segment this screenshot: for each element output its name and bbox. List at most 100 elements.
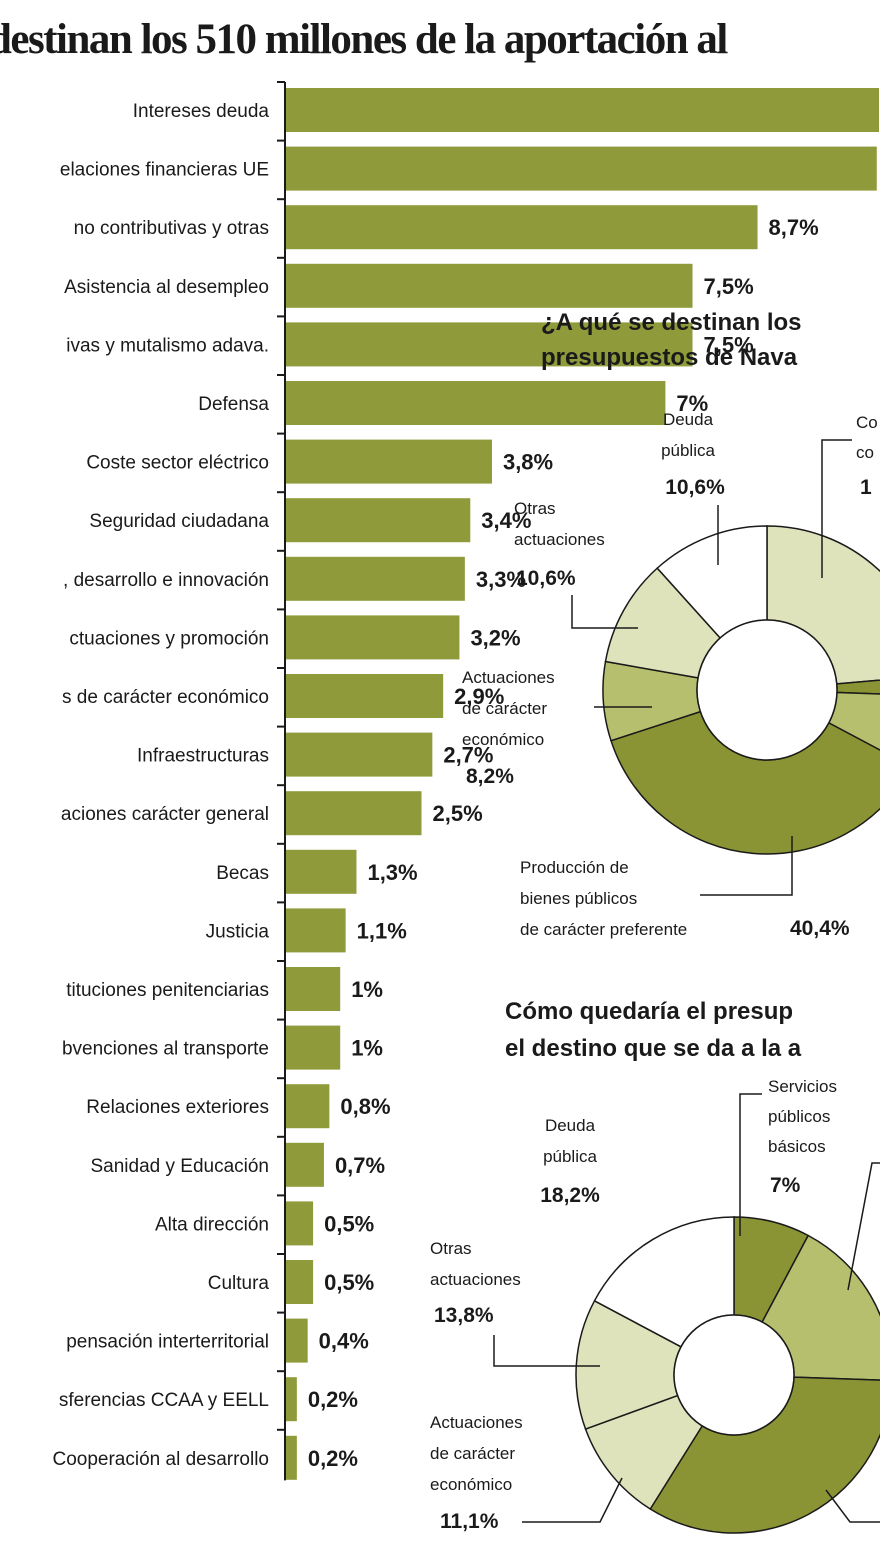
bar — [286, 1025, 341, 1070]
bar-category-label: , desarrollo e innovación — [63, 570, 269, 591]
bar-value-label: 8,7% — [769, 215, 819, 240]
donut-title: Cómo quedaría el presup — [505, 998, 793, 1025]
slice-label: pública — [543, 1147, 597, 1166]
bar — [286, 205, 758, 250]
slice-label: actuaciones — [514, 530, 605, 549]
bar-category-label: Alta dirección — [155, 1214, 269, 1235]
bar-value-label: 1,3% — [367, 860, 417, 885]
bar — [286, 967, 341, 1011]
bar — [286, 1435, 297, 1480]
bar-value-label: 1% — [351, 1036, 383, 1061]
leader-line — [700, 836, 793, 896]
bar-value-label: 0,2% — [308, 1387, 358, 1412]
slice-label: Servicios — [768, 1077, 837, 1096]
bar-category-label: Justicia — [206, 921, 270, 942]
headline: destinan los 510 millones de la aportaci… — [0, 16, 728, 63]
bar-value-label: 1,1% — [357, 918, 407, 943]
bar-value-label: 2,9% — [454, 684, 504, 709]
bar-value-label: 3,3% — [476, 567, 526, 592]
bar — [286, 1318, 308, 1363]
slice-label: Deuda — [663, 410, 714, 429]
slice-label: co — [856, 443, 874, 462]
bar-category-label: tituciones penitenciarias — [66, 980, 269, 1001]
slice-label: económico — [430, 1475, 512, 1494]
leader-line — [522, 1477, 623, 1523]
slice-label: Co — [856, 413, 878, 432]
bar-category-label: Coste sector eléctrico — [86, 453, 269, 474]
bar-value-label: 2,5% — [433, 801, 483, 826]
bar-value-label: 2,7% — [443, 743, 493, 768]
bar-value-label: 0,4% — [319, 1329, 369, 1354]
bar — [286, 1377, 297, 1422]
slice-value: 7% — [770, 1174, 801, 1197]
bar-category-label: Defensa — [198, 394, 269, 415]
slice-label: Actuaciones — [430, 1413, 523, 1432]
bar-value-label: 7,5% — [704, 332, 754, 357]
bar-value-label: 1% — [351, 977, 383, 1002]
bar-category-label: Seguridad ciudadana — [89, 511, 269, 532]
leader-line — [571, 595, 638, 629]
bar-category-label: sferencias CCAA y EELL — [59, 1390, 269, 1411]
bar-category-label: no contributivas y otras — [74, 218, 269, 239]
bar — [286, 908, 346, 953]
bar — [286, 146, 877, 191]
bar-category-label: aciones carácter general — [61, 804, 269, 825]
bar-category-label: Cultura — [208, 1273, 270, 1294]
slice-value: 13,8% — [434, 1304, 494, 1327]
bar — [286, 674, 444, 718]
slice-label: bienes públicos — [520, 889, 637, 908]
slice-label: de carácter preferente — [520, 920, 687, 939]
bar — [286, 1201, 314, 1246]
bar-category-label: Cooperación al desarrollo — [52, 1449, 269, 1470]
slice-label: económico — [462, 730, 544, 749]
slice-value: 10,6% — [516, 567, 576, 590]
slice-label: actuaciones — [430, 1270, 521, 1289]
slice-label: Deuda — [545, 1116, 596, 1135]
bar-category-label: Intereses deuda — [133, 101, 270, 122]
slice-label: públicos — [768, 1107, 830, 1126]
bar — [286, 849, 357, 894]
bar-category-label: elaciones financieras UE — [60, 160, 269, 181]
bar — [286, 498, 471, 543]
bar — [286, 556, 465, 601]
bar — [286, 615, 460, 660]
bar-category-label: ctuaciones y promoción — [69, 628, 269, 649]
donut-title: el destino que se da a la a — [505, 1035, 802, 1062]
bar-value-label: 0,5% — [324, 1270, 374, 1295]
slice-label: básicos — [768, 1137, 826, 1156]
slice-label: Producción de — [520, 858, 629, 877]
leader-line — [821, 439, 852, 578]
bar — [286, 322, 693, 367]
bar — [286, 88, 879, 132]
bar-category-label: pensación interterritorial — [66, 1332, 269, 1353]
bar — [286, 1260, 314, 1304]
bar-category-label: Infraestructuras — [137, 746, 269, 767]
bar — [286, 439, 492, 484]
slice-label: de carácter — [462, 699, 547, 718]
bar-value-label: 7% — [676, 391, 708, 416]
slice-value: 8,2% — [466, 765, 514, 788]
donut-title: ¿A qué se destinan los — [541, 309, 802, 336]
bar — [286, 263, 693, 308]
bar-category-label: Becas — [216, 863, 269, 884]
bar-value-label: 0,5% — [324, 1211, 374, 1236]
bar-value-label: 3,4% — [481, 508, 531, 533]
bar-value-label: 7,5% — [704, 274, 754, 299]
bar-value-label: 0,8% — [340, 1094, 390, 1119]
slice-value: 1 — [860, 476, 872, 499]
slice-value: 11,1% — [440, 1510, 499, 1533]
bar-category-label: s de carácter económico — [62, 687, 269, 708]
leader-line — [825, 1489, 880, 1523]
bar-value-label: 3,2% — [470, 625, 520, 650]
bar — [286, 791, 422, 836]
slice-label: de carácter — [430, 1444, 515, 1463]
bar-value-label: 0,2% — [308, 1446, 358, 1471]
bar-value-label: 0,7% — [335, 1153, 385, 1178]
bar — [286, 1142, 324, 1187]
bar — [286, 732, 433, 777]
leader-line — [493, 1335, 600, 1367]
slice-value: 10,6% — [665, 476, 725, 499]
slice-label: Actuaciones — [462, 668, 555, 687]
